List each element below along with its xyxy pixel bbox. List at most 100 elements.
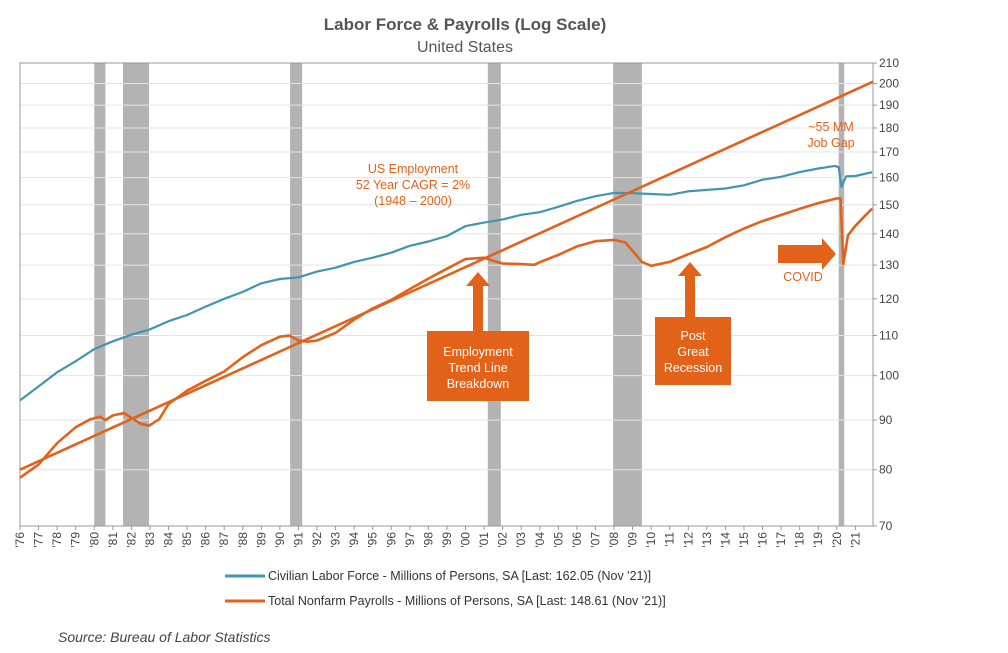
- breakdown-line3: Breakdown: [447, 377, 510, 391]
- recession-band-5: [838, 63, 845, 526]
- y-tick-label-120: 120: [879, 292, 899, 306]
- x-tick-label-24: '00: [459, 532, 473, 548]
- x-tick-label-16: '92: [310, 532, 324, 548]
- x-tick-label-18: '94: [347, 532, 361, 548]
- x-tick-label-36: '12: [681, 532, 695, 548]
- y-tick-label-100: 100: [879, 369, 899, 383]
- y-tick-label-160: 160: [879, 171, 899, 185]
- recession-band-2: [290, 63, 303, 526]
- x-tick-label-6: '82: [124, 532, 138, 548]
- chart-title: Labor Force & Payrolls (Log Scale): [324, 15, 606, 34]
- x-tick-label-17: '93: [329, 532, 343, 548]
- great-recession-line1: Post: [680, 329, 706, 343]
- covid-annotation: COVID: [778, 238, 836, 284]
- y-tick-label-210: 210: [879, 56, 899, 70]
- covid-arrow-icon: [778, 238, 836, 270]
- great-recession-up-arrow-icon: [678, 262, 702, 317]
- trend-annotation-line3: (1948 – 2000): [374, 194, 452, 208]
- y-tick-label-130: 130: [879, 258, 899, 272]
- x-tick-label-14: '90: [273, 532, 287, 548]
- chart-subtitle: United States: [417, 39, 513, 56]
- great-recession-line3: Recession: [664, 361, 722, 375]
- breakdown-callout: Employment Trend Line Breakdown: [427, 272, 529, 401]
- y-tick-label-140: 140: [879, 227, 899, 241]
- trend-annotation-line2: 52 Year CAGR = 2%: [356, 178, 470, 192]
- x-tick-label-2: '78: [50, 532, 64, 548]
- x-tick-label-37: '13: [700, 532, 714, 548]
- covid-label: COVID: [783, 270, 823, 284]
- x-tick-label-45: '21: [848, 532, 862, 548]
- legend-label-payrolls: Total Nonfarm Payrolls - Millions of Per…: [268, 594, 666, 608]
- recession-band-1: [123, 63, 150, 526]
- x-tick-label-4: '80: [87, 532, 101, 548]
- x-tick-label-22: '98: [421, 532, 435, 548]
- recession-band-3: [487, 63, 501, 526]
- y-tick-label-80: 80: [879, 463, 893, 477]
- recession-bands: [94, 63, 845, 526]
- series-lines: [19, 80, 874, 479]
- x-tick-label-5: '81: [106, 532, 120, 548]
- great-recession-line2: Great: [677, 345, 709, 359]
- x-tick-label-35: '11: [663, 532, 677, 547]
- y-tick-label-170: 170: [879, 145, 899, 159]
- x-tick-label-27: '03: [514, 532, 528, 548]
- x-tick-label-32: '08: [607, 532, 621, 548]
- x-tick-label-28: '04: [533, 532, 547, 548]
- y-tick-label-90: 90: [879, 413, 893, 427]
- x-tick-label-25: '01: [477, 532, 491, 548]
- x-tick-label-8: '84: [162, 532, 176, 548]
- job-gap-annotation: ~55 MM Job Gap: [807, 120, 854, 150]
- y-tick-label-110: 110: [879, 329, 898, 343]
- x-tick-label-44: '20: [830, 532, 844, 548]
- x-tick-label-3: '79: [69, 532, 83, 548]
- trend-line: [19, 80, 874, 471]
- job-gap-line2: Job Gap: [807, 136, 854, 150]
- breakdown-box: [427, 331, 529, 401]
- x-tick-label-33: '09: [626, 532, 640, 548]
- recession-band-0: [94, 63, 106, 526]
- x-tick-label-40: '16: [756, 532, 770, 548]
- x-tick-label-11: '87: [217, 532, 231, 548]
- x-tick-label-12: '88: [236, 532, 250, 548]
- x-tick-label-9: '85: [180, 532, 194, 548]
- x-tick-label-10: '86: [199, 532, 213, 548]
- x-tick-label-43: '19: [811, 532, 825, 548]
- x-tick-label-41: '17: [774, 532, 788, 548]
- x-tick-label-13: '89: [254, 532, 268, 548]
- y-tick-label-200: 200: [879, 77, 899, 91]
- breakdown-up-arrow-icon: [466, 272, 490, 331]
- legend: Civilian Labor Force - Millions of Perso…: [225, 569, 666, 608]
- x-tick-label-19: '95: [366, 532, 380, 548]
- breakdown-line1: Employment: [443, 345, 513, 359]
- x-tick-label-34: '10: [644, 532, 658, 548]
- x-tick-label-20: '96: [384, 532, 398, 548]
- job-gap-line1: ~55 MM: [808, 120, 854, 134]
- y-tick-label-150: 150: [879, 198, 899, 212]
- x-axis-ticks: '76 '77 '78 '79 '80 '81 '82 '83 '84 '85 '86 '87 '88 '…: [13, 526, 862, 548]
- x-tick-label-26: '02: [496, 532, 510, 548]
- source-note: Source: Bureau of Labor Statistics: [58, 629, 270, 645]
- great-recession-callout: Post Great Recession: [655, 262, 731, 385]
- x-tick-label-21: '97: [403, 532, 417, 548]
- trend-annotation: US Employment 52 Year CAGR = 2% (1948 – …: [356, 162, 470, 208]
- trend-annotation-line1: US Employment: [368, 162, 459, 176]
- x-tick-label-39: '15: [737, 532, 751, 548]
- y-tick-label-70: 70: [879, 519, 893, 533]
- series-line-payrolls: [19, 197, 874, 479]
- x-tick-label-31: '07: [588, 532, 602, 548]
- breakdown-line2: Trend Line: [448, 361, 507, 375]
- x-tick-label-15: '91: [291, 532, 305, 548]
- x-tick-label-23: '99: [440, 532, 454, 548]
- series-line-labor-force: [19, 164, 873, 402]
- x-tick-label-38: '14: [718, 532, 732, 548]
- y-tick-label-180: 180: [879, 121, 899, 135]
- x-tick-label-1: '77: [32, 532, 46, 548]
- y-tick-label-190: 190: [879, 98, 899, 112]
- x-tick-label-42: '18: [793, 532, 807, 548]
- x-tick-label-29: '05: [551, 532, 565, 548]
- x-tick-label-7: '83: [143, 532, 157, 548]
- legend-label-labor-force: Civilian Labor Force - Millions of Perso…: [268, 569, 651, 583]
- recession-band-4: [613, 63, 642, 526]
- y-axis-ticks: 70 80 90 100 110 120 130 140 150 160 170 180 190 200 2…: [873, 56, 899, 533]
